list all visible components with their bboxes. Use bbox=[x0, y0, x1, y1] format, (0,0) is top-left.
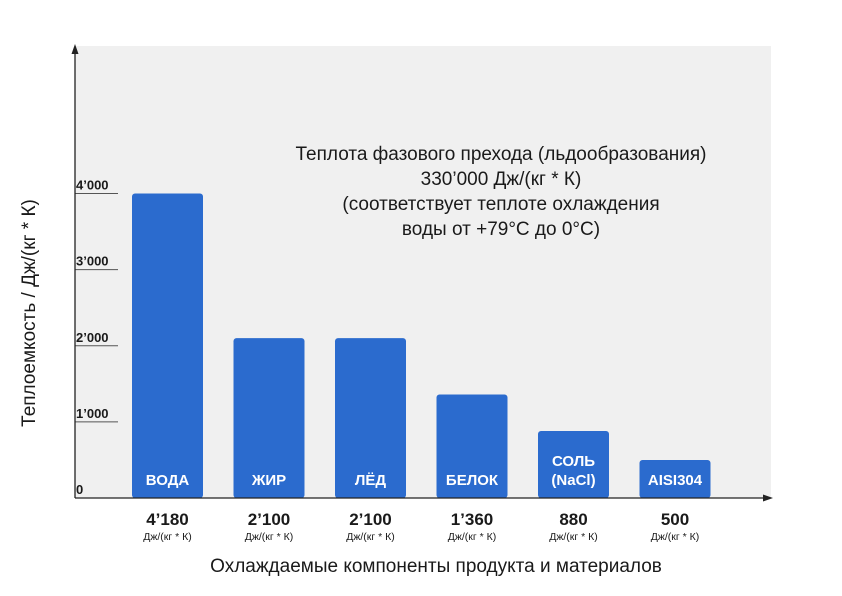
annotation-line: 330’000 Дж/(кг * К) bbox=[421, 169, 582, 190]
bar bbox=[335, 338, 406, 498]
y-tick-label: 1’000 bbox=[76, 406, 109, 421]
bar-unit-label: Дж/(кг * К) bbox=[245, 531, 294, 543]
bar-category-label: (NaCl) bbox=[551, 472, 595, 489]
bar-value-label: 500 bbox=[661, 510, 689, 529]
bar-unit-label: Дж/(кг * К) bbox=[651, 531, 700, 543]
bar-category-label: БЕЛОК bbox=[446, 472, 499, 489]
bar-category-label: ЖИР bbox=[251, 472, 286, 489]
bar bbox=[538, 431, 609, 498]
bar-unit-label: Дж/(кг * К) bbox=[549, 531, 598, 543]
y-axis-label: Теплоемкость / Дж/(кг * К) bbox=[19, 199, 40, 427]
bar-category-label: ЛЁД bbox=[355, 472, 387, 489]
y-tick-label: 4’000 bbox=[76, 178, 109, 193]
y-axis-arrow bbox=[71, 44, 79, 54]
bar-unit-label: Дж/(кг * К) bbox=[346, 531, 395, 543]
y-tick-label: 3’000 bbox=[76, 254, 109, 269]
bar bbox=[132, 193, 203, 498]
bar bbox=[233, 338, 305, 498]
value-labels: 4’180 Дж/(кг * К) 2’100 Дж/(кг * К) 2’100 Дж/… bbox=[143, 510, 699, 543]
bar-value-label: 2’100 bbox=[349, 510, 392, 529]
y-tick-label: 0 bbox=[76, 482, 83, 497]
bar-value-label: 2’100 bbox=[248, 510, 291, 529]
annotation: Теплота фазового прехода (льдообразовани… bbox=[296, 144, 707, 240]
y-ticks: 0 1’000 2’000 3’000 4’000 bbox=[75, 178, 118, 497]
bar-value-label: 4’180 bbox=[146, 510, 189, 529]
annotation-line: (соответствует теплоте охлаждения bbox=[342, 194, 659, 215]
x-axis-label: Охлаждаемые компоненты продукта и матери… bbox=[210, 556, 662, 577]
bar bbox=[639, 459, 711, 498]
annotation-line: воды от +79°С до 0°С) bbox=[402, 219, 600, 240]
annotation-line: Теплота фазового прехода (льдообразовани… bbox=[296, 144, 707, 165]
x-axis-arrow bbox=[763, 494, 773, 502]
y-tick-label: 2’000 bbox=[76, 330, 109, 345]
bar-unit-label: Дж/(кг * К) bbox=[448, 531, 497, 543]
bar-category-label: СОЛЬ bbox=[552, 453, 595, 470]
bar-category-label: AISI304 bbox=[648, 472, 703, 489]
bar-value-label: 1’360 bbox=[451, 510, 494, 529]
bars: ВОДА ЖИР ЛЁД БЕЛОК СОЛЬ (NaCl) AISI304 bbox=[132, 193, 711, 498]
bar bbox=[436, 394, 508, 498]
bar-category-label: ВОДА bbox=[146, 472, 190, 489]
bar-value-label: 880 bbox=[559, 510, 587, 529]
bar-unit-label: Дж/(кг * К) bbox=[143, 531, 192, 543]
